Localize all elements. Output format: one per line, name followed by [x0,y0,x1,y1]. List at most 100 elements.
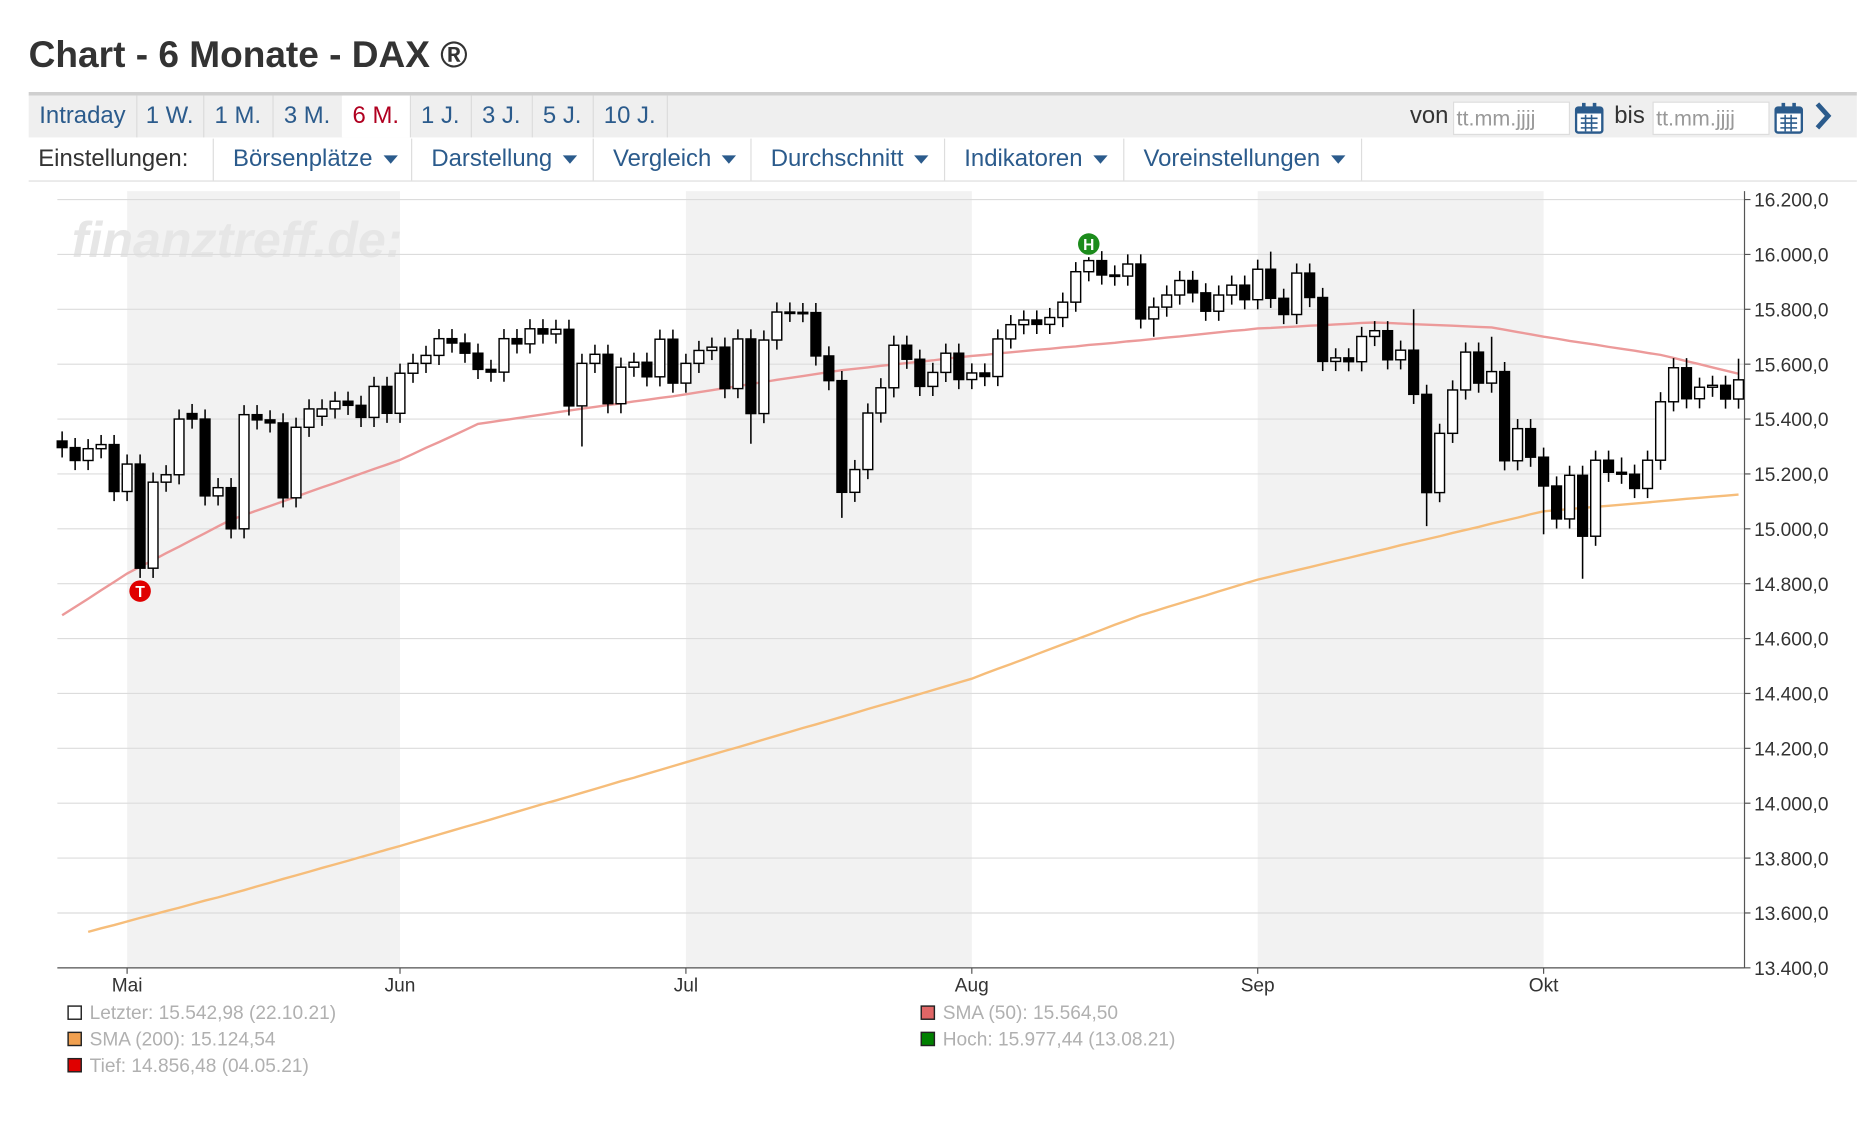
legend-label: Tief: 14.856,48 (04.05.21) [90,1056,309,1077]
candle-body [654,338,666,378]
candle-body [290,426,302,499]
tab[interactable]: 10 J. [593,95,668,138]
candle-body [719,346,731,390]
y-tick-label: 15.600,0 [1754,355,1828,376]
candle-body [407,362,419,374]
tab[interactable]: 1 M. [203,95,274,138]
legend-swatch [67,1057,82,1073]
candle-body [940,352,952,374]
candle-body [1473,351,1485,384]
y-tick-label: 16.200,0 [1754,191,1828,212]
candle-body [706,346,718,352]
dropdown[interactable]: Darstellung [411,138,593,181]
from-date-input[interactable]: tt.mm.jjjj [1452,101,1571,136]
candle-body [589,353,601,365]
dropdown[interactable]: Durchschnitt [750,138,944,181]
y-tick-label: 13.800,0 [1754,849,1828,870]
candle-body [485,368,497,373]
x-tick-label: Mai [112,976,143,997]
candle-body [628,361,640,368]
tab[interactable]: 6 M. [341,95,412,138]
candle-body [1278,297,1290,316]
calendar-icon[interactable] [1774,102,1804,134]
candle-body [1525,427,1537,458]
candle-body [225,486,237,530]
candle-body [1252,268,1264,301]
tab[interactable]: 3 M. [272,95,343,138]
candle-body [810,311,822,357]
candle-body [1551,485,1563,520]
tab[interactable]: 5 J. [532,95,594,138]
candle-body [355,404,367,419]
candle-body [1291,272,1303,316]
candle-body [979,372,991,378]
candle-body [966,372,978,381]
y-tick-label: 15.000,0 [1754,520,1828,541]
y-tick-label: 14.000,0 [1754,794,1828,815]
candle-body [1706,384,1719,388]
candle-body [1589,459,1602,537]
legend-label: Letzter: 15.542,98 (22.10.21) [90,1003,336,1024]
candle-body [1330,357,1342,363]
candle-body [823,355,835,382]
candle-body [1265,268,1277,300]
calendar-icon[interactable] [1574,102,1604,134]
dropdown[interactable]: Vergleich [592,138,751,181]
candle-body [186,412,198,420]
y-tick-label: 14.200,0 [1754,739,1828,760]
x-tick-label: Aug [955,976,989,997]
candle-body [238,413,250,530]
candle-body [1538,456,1550,487]
candle-body [199,418,211,497]
candle-body [1434,432,1446,494]
candle-body [1174,279,1186,296]
tab[interactable]: 3 J. [471,95,533,138]
candle-body [914,358,926,388]
candle-body [459,342,471,354]
go-button[interactable] [1811,100,1835,131]
candle-body [992,338,1004,378]
dropdown[interactable]: Börsenplätze [212,138,411,181]
candle-body [277,422,289,499]
extreme-marker-label: T [135,584,145,601]
candle-body [1005,323,1017,340]
y-tick-label: 15.400,0 [1754,410,1828,431]
to-date-input[interactable]: tt.mm.jjjj [1652,101,1770,136]
candle-body [1200,292,1212,312]
chart: finanztreff.de: 13.400,0 13.600,0 13.800,0 1… [56,191,1828,1077]
candle-body [1044,316,1056,326]
candle-body [134,463,146,569]
candle-body [732,338,744,390]
candle-body [745,338,757,415]
candle-body [1135,263,1147,320]
x-tick-label: Sep [1241,976,1275,997]
tab[interactable]: 1 J. [410,95,472,138]
candle-body [1693,386,1706,400]
dropdown[interactable]: Indikatoren [943,138,1123,181]
candle-body [693,349,705,365]
candle-body [849,468,861,494]
tab[interactable]: Intraday [29,95,138,138]
tab[interactable]: 1 W. [136,95,205,138]
candle-body [1070,270,1082,303]
candle-body [1408,349,1420,396]
y-tick-label: 15.200,0 [1754,465,1828,486]
candle-body [875,387,887,414]
candle-body [433,337,445,357]
candle-body [1369,329,1381,338]
candle-body [1486,370,1498,384]
candle-body [1447,389,1459,435]
candle-body [1343,357,1355,363]
candle-body [472,352,484,371]
candle-body [1148,306,1160,320]
legend-swatch [920,1031,936,1047]
dropdown[interactable]: Voreinstellungen [1123,138,1363,181]
candle-body [446,337,458,344]
candle-body [394,372,406,415]
candle-body [901,344,913,360]
candle-body [602,353,614,405]
candle-body [1057,301,1069,319]
candle-body [1628,473,1641,490]
legend-label: SMA (200): 15.124,54 [90,1030,276,1051]
